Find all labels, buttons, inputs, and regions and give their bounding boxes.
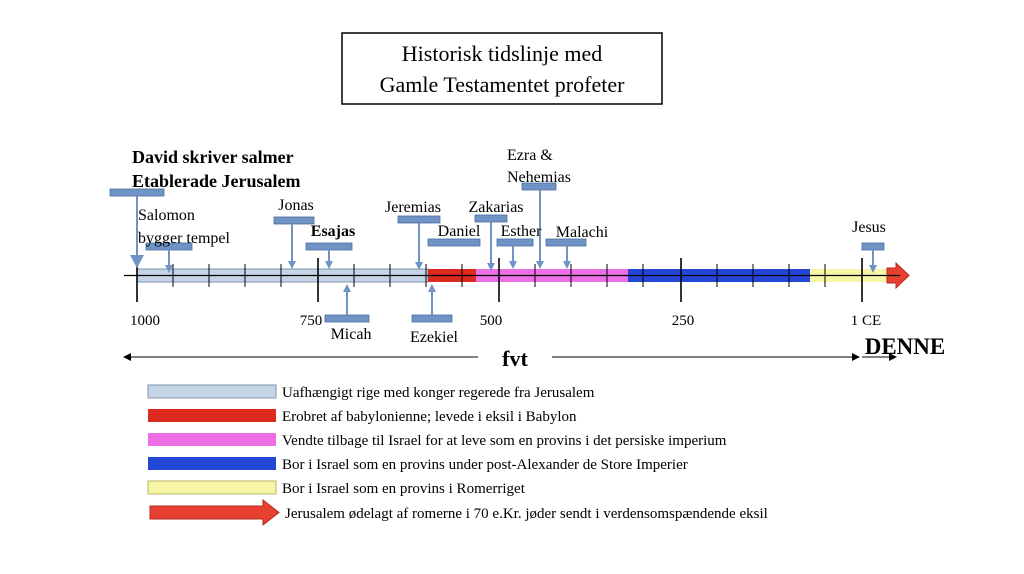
event-marker-arrowhead <box>509 261 517 269</box>
title-box <box>341 32 663 105</box>
legend-swatch-destroyed <box>149 498 280 527</box>
legend-item: Bor i Israel som en provins i Romerriget <box>147 480 526 497</box>
event-marker-arrowhead <box>288 261 296 269</box>
legend-text-babylon: Erobret af babylonienne; levede i eksil … <box>282 409 577 425</box>
legend-text-persian: Vendte tilbage til Israel for at leve so… <box>282 433 727 449</box>
legend: Uafhængigt rige med konger regerede fra … <box>147 384 768 527</box>
event-daniel: Daniel <box>438 223 481 240</box>
event-marker-arrowhead <box>536 261 544 269</box>
legend-swatch-persian <box>148 433 276 446</box>
tick-label-500: 500 <box>480 313 503 329</box>
event-marker-arrowhead <box>325 261 333 269</box>
tick-label-1ce: 1 CE <box>851 313 881 329</box>
legend-item: Vendte tilbage til Israel for at leve so… <box>148 433 727 449</box>
legend-swatch-kingdom <box>147 384 277 399</box>
legend-item: Erobret af babylonienne; levede i eksil … <box>148 409 577 425</box>
event-ezra-line-2: Nehemias <box>507 169 571 186</box>
event-marker-bar <box>305 242 353 251</box>
legend-text-roman: Bor i Israel som en provins i Romerriget <box>282 481 526 497</box>
event-marker-bar <box>474 214 508 223</box>
tick-label-250: 250 <box>672 313 695 329</box>
event-zakarias: Zakarias <box>468 199 523 216</box>
event-marker-arrowhead <box>869 265 877 273</box>
legend-swatch-alexander <box>148 457 276 470</box>
legend-item: Jerusalem ødelagt af romerne i 70 e.Kr. … <box>149 498 768 527</box>
event-marker-bar <box>273 216 315 225</box>
event-marker-arrowhead <box>428 284 436 292</box>
event-jonas: Jonas <box>278 197 314 214</box>
event-marker-bar <box>496 238 534 247</box>
tick-label-750: 750 <box>300 313 323 329</box>
event-marker-bar <box>427 238 481 247</box>
headline-line-2: Etablerade Jerusalem <box>132 171 300 191</box>
legend-item: Uafhængigt rige med konger regerede fra … <box>147 384 595 401</box>
event-ezra-line-1: Ezra & <box>507 147 553 164</box>
event-micah: Micah <box>331 326 372 343</box>
axis-ticks <box>136 258 863 302</box>
headline-line-1: David skriver salmer <box>132 147 294 167</box>
event-markers <box>109 182 885 323</box>
event-salomon-line-1: Salomon <box>138 207 195 224</box>
event-salomon-line-2: bygger tempel <box>138 230 231 247</box>
legend-item: Bor i Israel som en provins under post-A… <box>148 457 688 473</box>
era-bce-label: fvt <box>502 346 528 371</box>
legend-text-alexander: Bor i Israel som en provins under post-A… <box>282 457 688 473</box>
event-marker-arrowhead <box>343 284 351 292</box>
era-ce-label: DENNE <box>865 334 946 359</box>
event-jeremias: Jeremias <box>385 199 441 216</box>
event-marker-bar <box>324 314 370 323</box>
event-esajas: Esajas <box>311 223 355 240</box>
event-marker-arrowhead <box>487 263 495 271</box>
legend-text-destroyed: Jerusalem ødelagt af romerne i 70 e.Kr. … <box>285 506 768 522</box>
event-jesus: Jesus <box>852 219 886 236</box>
event-malachi: Malachi <box>556 224 609 241</box>
event-marker-arrowhead <box>165 265 173 273</box>
event-marker-arrowhead <box>130 255 144 268</box>
event-marker-arrowhead <box>563 261 571 269</box>
legend-swatch-babylon <box>148 409 276 422</box>
event-ezekiel: Ezekiel <box>410 329 459 346</box>
tick-label-1000: 1000 <box>130 313 160 329</box>
event-marker-arrowhead <box>415 262 423 270</box>
legend-swatch-roman <box>147 480 277 495</box>
event-marker-bar <box>397 215 441 224</box>
event-marker-bar <box>109 188 165 197</box>
event-marker-bar <box>411 314 453 323</box>
title-line-2: Gamle Testamentet profeter <box>380 72 626 97</box>
event-marker-bar <box>861 242 885 251</box>
event-esther: Esther <box>501 223 543 240</box>
legend-text-kingdom: Uafhængigt rige med konger regerede fra … <box>282 385 595 401</box>
title-line-1: Historisk tidslinje med <box>402 41 602 66</box>
